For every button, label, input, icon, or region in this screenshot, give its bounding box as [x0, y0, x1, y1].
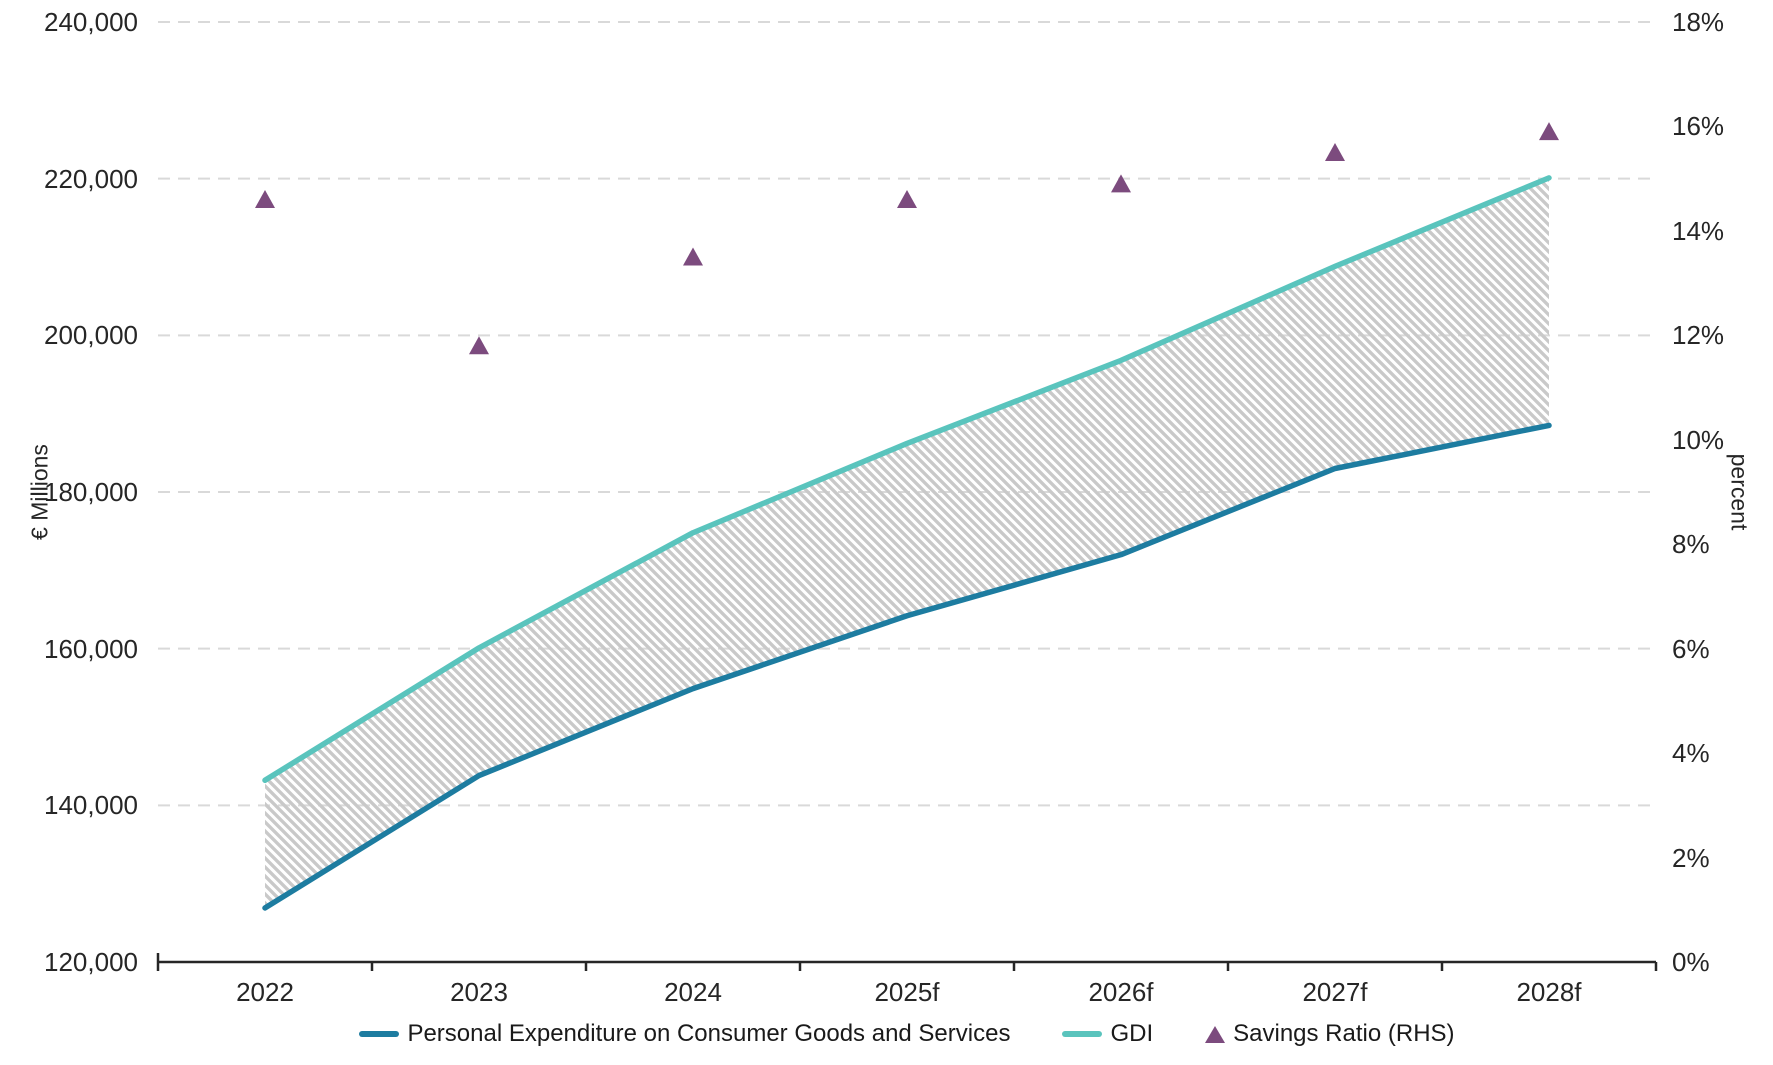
right-axis-tick-label: 12%	[1672, 320, 1725, 351]
left-axis-tick-label: 240,000	[44, 7, 138, 37]
left-axis-tick-label: 180,000	[44, 477, 138, 507]
x-axis-tick-label: 2026f	[1088, 977, 1154, 1007]
personal-expenditure-line-swatch	[359, 1031, 400, 1037]
right-axis-tick-label: 10%	[1672, 424, 1725, 455]
right-axis-tick-label: 2%	[1672, 842, 1710, 873]
x-axis-tick-label: 2027f	[1302, 977, 1368, 1007]
legend-label-gdi: GDI	[1110, 1020, 1154, 1047]
legend-item-personal-expenditure: Personal Expenditure on Consumer Goods a…	[359, 1020, 1010, 1048]
x-axis-tick-label: 2022	[236, 977, 294, 1007]
right-axis-tick-label: 18%	[1672, 7, 1725, 37]
right-axis-title: percent	[1726, 453, 1753, 531]
x-axis-tick-label: 2025f	[874, 977, 940, 1007]
left-axis-tick-label: 200,000	[44, 320, 138, 351]
left-axis-tick-label: 120,000	[44, 947, 138, 977]
legend: Personal Expenditure on Consumer Goods a…	[158, 1012, 1656, 1056]
left-axis-tick-label: 160,000	[44, 633, 138, 664]
left-axis-tick-label: 140,000	[44, 790, 138, 821]
right-axis-tick-label: 4%	[1672, 738, 1710, 769]
savings-ratio-triangle-icon	[1205, 1025, 1226, 1043]
x-axis-tick-label: 2028f	[1516, 977, 1582, 1007]
right-axis-tick-label: 14%	[1672, 215, 1725, 246]
left-axis-tick-label: 220,000	[44, 163, 138, 194]
legend-label-savings-ratio: Savings Ratio (RHS)	[1233, 1020, 1455, 1047]
gdi-line-swatch	[1062, 1031, 1103, 1037]
legend-item-gdi: GDI	[1062, 1020, 1153, 1048]
right-axis-tick-label: 16%	[1672, 111, 1725, 142]
x-axis-tick-label: 2023	[450, 977, 508, 1007]
x-axis-tick-label: 2024	[664, 977, 722, 1007]
legend-label-personal-expenditure: Personal Expenditure on Consumer Goods a…	[407, 1020, 1011, 1047]
right-axis-tick-label: 0%	[1672, 947, 1710, 977]
legend-item-savings-ratio: Savings Ratio (RHS)	[1205, 1020, 1455, 1048]
plot-area	[156, 21, 1658, 971]
right-axis-tick-label: 6%	[1672, 633, 1710, 664]
right-axis-tick-label: 8%	[1672, 529, 1710, 560]
